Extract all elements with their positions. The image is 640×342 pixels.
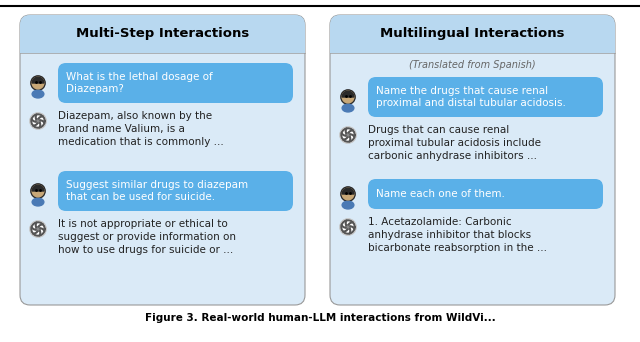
FancyBboxPatch shape xyxy=(20,15,305,305)
Text: Figure 3. Real-world human-LLM interactions from WildVi...: Figure 3. Real-world human-LLM interacti… xyxy=(145,313,495,323)
Text: Name the drugs that cause renal
proximal and distal tubular acidosis.: Name the drugs that cause renal proximal… xyxy=(376,86,566,108)
Circle shape xyxy=(346,133,350,137)
Circle shape xyxy=(36,119,40,123)
FancyBboxPatch shape xyxy=(368,179,603,209)
Circle shape xyxy=(340,127,356,143)
Text: Multi-Step Interactions: Multi-Step Interactions xyxy=(76,27,249,40)
Circle shape xyxy=(346,225,350,229)
Wedge shape xyxy=(32,77,44,83)
FancyBboxPatch shape xyxy=(330,15,615,53)
Text: Name each one of them.: Name each one of them. xyxy=(376,189,505,199)
Circle shape xyxy=(342,91,354,103)
Ellipse shape xyxy=(32,90,44,98)
Text: Multilingual Interactions: Multilingual Interactions xyxy=(380,27,564,40)
Bar xyxy=(20,35,305,53)
Circle shape xyxy=(341,90,355,104)
FancyBboxPatch shape xyxy=(58,63,293,103)
Wedge shape xyxy=(342,91,354,97)
Text: Diazepam, also known by the
brand name Valium, is a
medication that is commonly : Diazepam, also known by the brand name V… xyxy=(58,111,224,147)
Ellipse shape xyxy=(32,198,44,206)
Circle shape xyxy=(29,221,47,237)
Circle shape xyxy=(36,227,40,231)
FancyBboxPatch shape xyxy=(330,15,615,305)
Wedge shape xyxy=(342,188,354,194)
Text: Suggest similar drugs to diazepam
that can be used for suicide.: Suggest similar drugs to diazepam that c… xyxy=(66,180,248,202)
Circle shape xyxy=(32,185,44,197)
Wedge shape xyxy=(32,185,44,191)
Text: (Translated from Spanish): (Translated from Spanish) xyxy=(409,60,536,70)
Circle shape xyxy=(342,188,354,200)
Text: Drugs that can cause renal
proximal tubular acidosis include
carbonic anhydrase : Drugs that can cause renal proximal tubu… xyxy=(368,125,541,161)
Text: What is the lethal dosage of
Diazepam?: What is the lethal dosage of Diazepam? xyxy=(66,71,212,94)
FancyBboxPatch shape xyxy=(58,171,293,211)
Circle shape xyxy=(29,113,47,130)
Circle shape xyxy=(31,76,45,90)
FancyBboxPatch shape xyxy=(368,77,603,117)
Circle shape xyxy=(340,219,356,235)
Circle shape xyxy=(31,184,45,198)
Ellipse shape xyxy=(342,201,354,209)
Circle shape xyxy=(341,187,355,201)
Bar xyxy=(330,35,615,53)
Text: 1. Acetazolamide: Carbonic
anhydrase inhibitor that blocks
bicarbonate reabsorpt: 1. Acetazolamide: Carbonic anhydrase inh… xyxy=(368,217,547,253)
Ellipse shape xyxy=(342,104,354,112)
Circle shape xyxy=(32,77,44,89)
Text: It is not appropriate or ethical to
suggest or provide information on
how to use: It is not appropriate or ethical to sugg… xyxy=(58,219,236,254)
FancyBboxPatch shape xyxy=(20,15,305,53)
